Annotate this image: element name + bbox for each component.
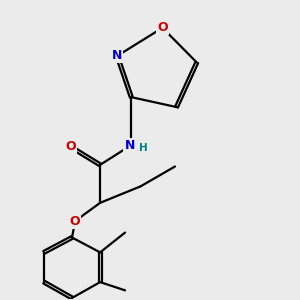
Text: N: N: [124, 139, 135, 152]
Text: O: O: [65, 140, 76, 153]
Text: H: H: [140, 143, 148, 153]
Text: N: N: [112, 50, 122, 62]
Text: O: O: [70, 214, 80, 227]
Text: O: O: [157, 21, 168, 34]
